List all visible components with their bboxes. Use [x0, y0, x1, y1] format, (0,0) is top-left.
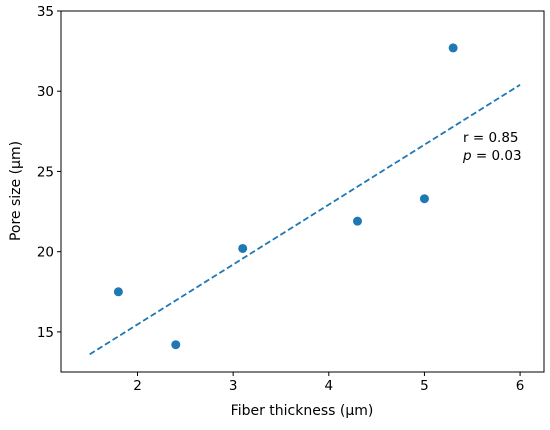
y-axis: 15 20 25 30 35	[37, 4, 61, 341]
x-tick-label: 4	[325, 378, 334, 394]
y-tick-label: 25	[37, 164, 54, 180]
data-points	[113, 43, 458, 350]
x-axis: 2 3 4 5 6	[133, 372, 524, 394]
y-axis-label: Pore size (μm)	[8, 141, 24, 241]
y-tick-label: 15	[37, 325, 54, 341]
y-tick-label: 20	[37, 245, 54, 261]
x-tick-label: 2	[133, 378, 142, 394]
data-point	[113, 287, 123, 297]
data-point	[419, 194, 429, 204]
y-tick-label: 35	[37, 4, 54, 20]
annotation-p: p = 0.03	[462, 148, 522, 164]
annotation-p-value: = 0.03	[472, 148, 522, 164]
trendline	[89, 84, 521, 356]
annotation-r: r = 0.85	[463, 130, 519, 146]
annotation-p-label: p	[462, 148, 472, 164]
data-point	[448, 43, 458, 53]
trendline-group	[89, 84, 521, 356]
data-point	[171, 340, 181, 350]
x-axis-label: Fiber thickness (μm)	[231, 403, 374, 419]
plot-frame	[60, 10, 545, 373]
x-tick-label: 5	[420, 378, 429, 394]
data-point	[238, 243, 248, 253]
y-tick-label: 30	[37, 84, 54, 100]
data-point	[352, 216, 362, 226]
x-tick-label: 3	[229, 378, 238, 394]
x-tick-label: 6	[516, 378, 525, 394]
